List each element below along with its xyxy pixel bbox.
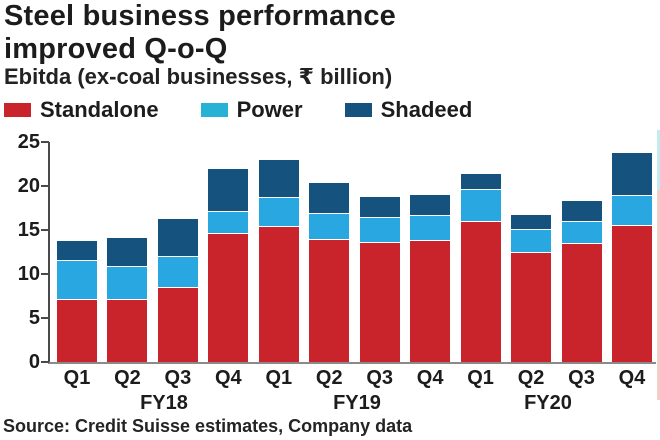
x-group-label-fy19: FY19 (333, 392, 381, 414)
source-note: Source: Credit Suisse estimates, Company… (3, 416, 413, 436)
bar-q3-7 (359, 197, 400, 362)
x-tick-label-q3-7: Q3 (366, 367, 394, 389)
bar-segment-standalone-2 (107, 299, 148, 362)
x-group-label-fy18: FY18 (140, 392, 188, 414)
edge-artifact-red (657, 190, 660, 400)
legend-swatch-power (200, 103, 228, 117)
y-tick-label-20: 20 (17, 175, 40, 197)
bar-segment-shadeed-3 (157, 219, 198, 258)
y-tick-mark-20 (41, 185, 49, 187)
bar-segment-standalone-12 (611, 226, 652, 362)
y-tick-label-0: 0 (28, 351, 40, 373)
bar-segment-shadeed-2 (107, 237, 148, 267)
legend-label-standalone: Standalone (40, 97, 159, 122)
bar-segment-shadeed-6 (309, 182, 350, 215)
bar-q3-11 (561, 200, 602, 362)
y-tick-mark-5 (41, 317, 49, 319)
bar-segment-power-3 (157, 257, 198, 289)
bar-segment-shadeed-7 (359, 197, 400, 218)
bar-segment-power-11 (561, 222, 602, 245)
bar-segment-standalone-10 (511, 252, 552, 362)
bar-segment-standalone-1 (57, 299, 97, 362)
edge-artifact-cyan (657, 130, 660, 190)
bar-segment-shadeed-12 (611, 153, 652, 196)
bar-segment-standalone-5 (258, 227, 299, 362)
y-tick-mark-0 (41, 361, 49, 363)
legend-swatch-standalone (4, 103, 31, 117)
y-tick-label-10: 10 (17, 263, 40, 285)
x-tick-label-q2-10: Q2 (517, 367, 545, 389)
chart-title-line1: Steel business performance (4, 0, 397, 32)
x-tick-label-q1-1: Q1 (63, 367, 91, 389)
legend-item-power: Power (200, 97, 303, 123)
legend: Standalone Power Shadeed (4, 97, 514, 123)
bar-segment-shadeed-11 (561, 200, 602, 223)
x-tick-label-q4-4: Q4 (215, 367, 242, 389)
bar-segment-shadeed-1 (57, 240, 97, 261)
bar-segment-power-8 (410, 215, 451, 241)
y-tick-mark-10 (41, 273, 49, 275)
bar-segment-power-4 (208, 211, 249, 234)
x-tick-label-q3-3: Q3 (164, 367, 192, 389)
legend-label-power: Power (236, 97, 303, 122)
legend-swatch-shadeed (344, 103, 372, 117)
bar-q3-3 (157, 219, 198, 362)
bar-q2-10 (511, 215, 552, 362)
x-tick-label-q3-11: Q3 (568, 367, 595, 389)
x-tick-label-q2-2: Q2 (114, 367, 141, 389)
y-tick-mark-15 (41, 229, 49, 231)
bar-segment-standalone-8 (410, 240, 451, 362)
y-tick-label-15: 15 (17, 219, 40, 241)
bar-segment-power-10 (511, 230, 552, 253)
bar-segment-standalone-4 (208, 233, 249, 362)
stacked-bar-chart: 0 5 10 15 20 25 Q1 Q2 Q3 Q4 Q1 Q2 Q3 Q4 Q1 Q2 Q3 Q4 FY18 FY… (0, 128, 660, 418)
x-tick-label-q4-12: Q4 (618, 367, 646, 389)
bar-segment-shadeed-4 (208, 169, 249, 212)
bar-segment-power-2 (107, 266, 148, 300)
x-axis-line (48, 362, 656, 364)
chart-title: Steel business performance improved Q-o-… (4, 0, 396, 66)
bar-segment-standalone-9 (460, 222, 501, 362)
bar-segment-power-9 (460, 189, 501, 223)
legend-label-shadeed: Shadeed (380, 97, 473, 122)
chart-subtitle: Ebitda (ex-coal businesses, ₹ billion) (4, 64, 393, 89)
bar-q1-9 (460, 173, 501, 362)
bar-segment-shadeed-9 (460, 173, 501, 190)
bar-segment-power-1 (57, 260, 97, 300)
legend-item-standalone: Standalone (4, 97, 159, 123)
bar-q4-12 (611, 153, 652, 362)
x-tick-label-q4-8: Q4 (416, 367, 444, 389)
bar-segment-shadeed-8 (410, 194, 451, 216)
x-tick-label-q2-6: Q2 (315, 367, 343, 389)
y-axis-line (48, 142, 50, 364)
bar-segment-shadeed-10 (511, 215, 552, 231)
bar-segment-standalone-6 (309, 239, 350, 362)
bar-segment-standalone-7 (359, 243, 400, 362)
bar-q2-2 (107, 237, 148, 362)
x-tick-label-q1-9: Q1 (467, 367, 494, 389)
chart-title-line2: improved Q-o-Q (4, 33, 228, 65)
x-group-label-fy20: FY20 (524, 392, 572, 414)
bar-q2-6 (309, 182, 350, 362)
bar-segment-standalone-11 (561, 244, 602, 362)
bar-segment-standalone-3 (157, 288, 198, 362)
y-tick-mark-25 (41, 141, 49, 143)
bar-segment-power-7 (359, 217, 400, 244)
bar-q4-8 (410, 194, 451, 362)
x-tick-label-q1-5: Q1 (265, 367, 293, 389)
legend-item-shadeed: Shadeed (344, 97, 473, 123)
bar-segment-shadeed-5 (258, 159, 299, 199)
bar-segment-power-5 (258, 198, 299, 228)
bar-q4-4 (208, 169, 249, 362)
y-tick-label-5: 5 (28, 307, 40, 329)
y-tick-label-25: 25 (17, 131, 40, 153)
bar-q1-1 (57, 240, 97, 362)
bar-segment-power-6 (309, 214, 350, 240)
bar-q1-5 (258, 159, 299, 362)
bar-segment-power-12 (611, 195, 652, 227)
